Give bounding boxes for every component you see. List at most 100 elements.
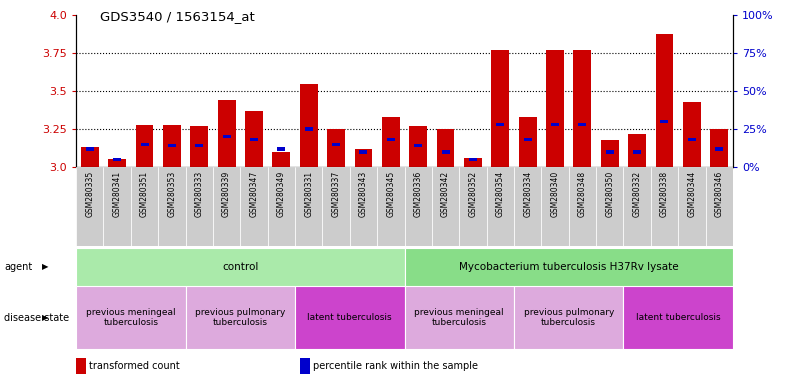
Bar xyxy=(405,167,432,246)
Bar xyxy=(601,140,618,167)
Bar xyxy=(514,286,623,349)
Text: GSM280347: GSM280347 xyxy=(249,171,259,217)
Bar xyxy=(405,248,733,286)
Text: previous meningeal
tuberculosis: previous meningeal tuberculosis xyxy=(414,308,504,328)
Bar xyxy=(459,167,487,246)
Text: GSM280331: GSM280331 xyxy=(304,171,313,217)
Bar xyxy=(546,50,564,167)
Text: ▶: ▶ xyxy=(42,262,48,271)
Bar xyxy=(487,167,514,246)
Bar xyxy=(158,167,186,246)
Bar xyxy=(332,142,340,146)
Text: GSM280333: GSM280333 xyxy=(195,171,203,217)
Text: GDS3540 / 1563154_at: GDS3540 / 1563154_at xyxy=(100,10,255,23)
Text: GSM280353: GSM280353 xyxy=(167,171,176,217)
Bar xyxy=(103,167,131,246)
Text: GSM280336: GSM280336 xyxy=(413,171,423,217)
Text: GSM280349: GSM280349 xyxy=(277,171,286,217)
Bar xyxy=(437,129,454,167)
Bar xyxy=(168,144,176,147)
Text: GSM280354: GSM280354 xyxy=(496,171,505,217)
Text: GSM280341: GSM280341 xyxy=(113,171,122,217)
Text: percentile rank within the sample: percentile rank within the sample xyxy=(313,361,478,371)
Bar xyxy=(245,111,263,167)
Text: previous meningeal
tuberculosis: previous meningeal tuberculosis xyxy=(86,308,175,328)
Bar xyxy=(633,150,641,154)
Bar xyxy=(377,167,405,246)
Bar xyxy=(569,167,596,246)
Bar xyxy=(186,286,295,349)
Bar xyxy=(683,102,701,167)
Text: GSM280346: GSM280346 xyxy=(714,171,724,217)
Bar xyxy=(497,123,505,126)
Bar xyxy=(355,149,372,167)
Bar xyxy=(655,33,674,167)
Bar xyxy=(213,167,240,246)
Bar xyxy=(414,144,422,147)
Text: previous pulmonary
tuberculosis: previous pulmonary tuberculosis xyxy=(524,308,614,328)
Bar xyxy=(218,100,235,167)
Bar xyxy=(623,167,650,246)
Text: GSM280338: GSM280338 xyxy=(660,171,669,217)
Bar xyxy=(191,126,208,167)
Bar xyxy=(469,158,477,161)
Text: control: control xyxy=(222,262,259,272)
Bar xyxy=(382,117,400,167)
Bar xyxy=(710,129,728,167)
Bar xyxy=(277,147,285,151)
Bar xyxy=(113,158,121,161)
Bar xyxy=(574,50,591,167)
Bar xyxy=(140,142,148,146)
Bar xyxy=(387,138,395,141)
Bar xyxy=(268,167,295,246)
Bar xyxy=(295,167,322,246)
Bar xyxy=(491,50,509,167)
Text: previous pulmonary
tuberculosis: previous pulmonary tuberculosis xyxy=(195,308,285,328)
Bar xyxy=(186,167,213,246)
Bar xyxy=(432,167,459,246)
Text: GSM280350: GSM280350 xyxy=(606,171,614,217)
Text: GSM280352: GSM280352 xyxy=(469,171,477,217)
Bar xyxy=(76,248,405,286)
Text: GSM280351: GSM280351 xyxy=(140,171,149,217)
Text: GSM280339: GSM280339 xyxy=(222,171,231,217)
Bar xyxy=(405,286,514,349)
Bar xyxy=(304,127,312,131)
Bar xyxy=(163,124,181,167)
Bar xyxy=(715,147,723,151)
Bar xyxy=(706,167,733,246)
Bar xyxy=(272,152,290,167)
Text: GSM280345: GSM280345 xyxy=(386,171,396,217)
Text: GSM280337: GSM280337 xyxy=(332,171,340,217)
Bar xyxy=(76,167,103,246)
Text: Mycobacterium tuberculosis H37Rv lysate: Mycobacterium tuberculosis H37Rv lysate xyxy=(459,262,678,272)
Text: GSM280343: GSM280343 xyxy=(359,171,368,217)
Bar xyxy=(350,167,377,246)
Bar xyxy=(300,84,318,167)
Bar xyxy=(86,147,94,151)
Bar xyxy=(623,286,733,349)
Bar xyxy=(678,167,706,246)
Bar xyxy=(524,138,532,141)
Text: latent tuberculosis: latent tuberculosis xyxy=(636,313,720,322)
Text: GSM280348: GSM280348 xyxy=(578,171,587,217)
Bar xyxy=(606,150,614,154)
Bar xyxy=(409,126,427,167)
Bar xyxy=(688,138,696,141)
Bar xyxy=(360,150,368,154)
Bar xyxy=(240,167,268,246)
Bar xyxy=(596,167,623,246)
Bar xyxy=(551,123,559,126)
Text: disease state: disease state xyxy=(4,313,69,323)
Bar xyxy=(541,167,569,246)
Bar xyxy=(250,138,258,141)
Bar xyxy=(295,286,405,349)
Bar xyxy=(327,129,345,167)
Text: GSM280335: GSM280335 xyxy=(85,171,95,217)
Bar xyxy=(76,286,186,349)
Bar xyxy=(81,147,99,167)
Bar xyxy=(108,159,126,167)
Text: GSM280342: GSM280342 xyxy=(441,171,450,217)
Bar xyxy=(464,158,482,167)
Text: ▶: ▶ xyxy=(42,313,48,322)
